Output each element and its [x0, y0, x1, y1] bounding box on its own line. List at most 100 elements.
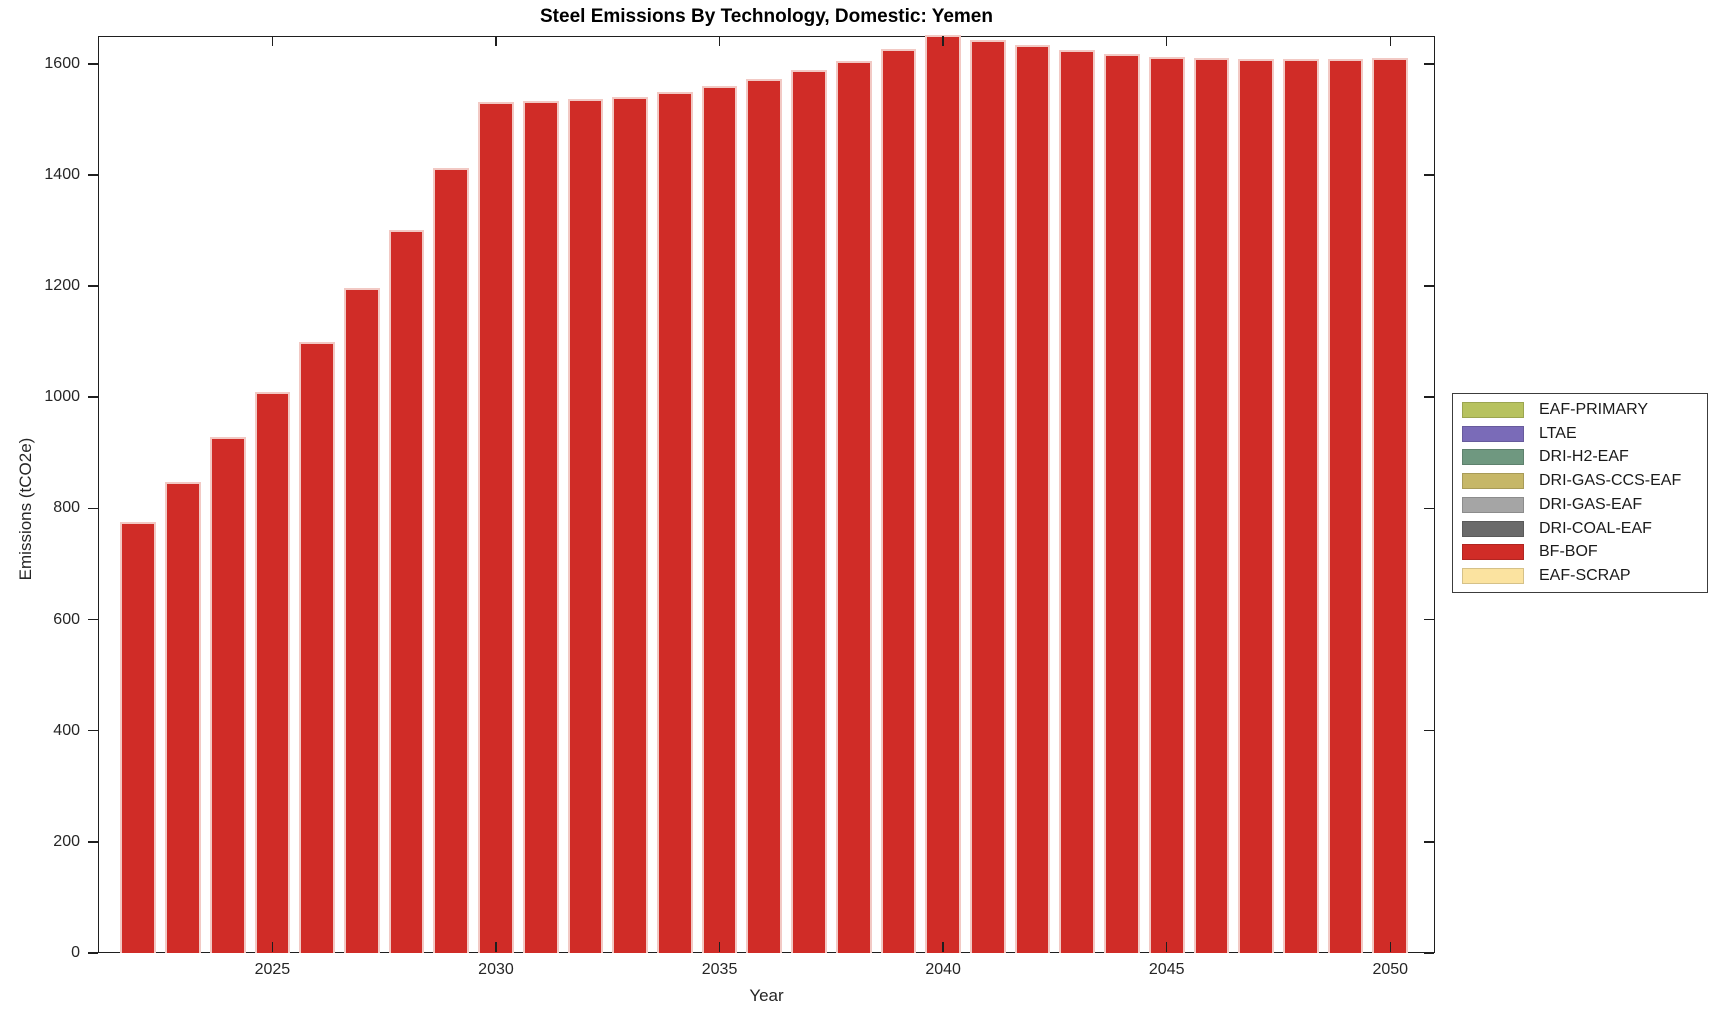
legend-item-bf-bof: BF-BOF [1462, 540, 1707, 564]
y-tick-label-1400: 1400 [44, 165, 80, 183]
legend-label: DRI-COAL-EAF [1539, 519, 1652, 537]
legend-swatch-bf-bof [1462, 544, 1524, 561]
bar-bf-bof-2037 [791, 70, 827, 953]
legend-label: DRI-H2-EAF [1539, 448, 1629, 466]
y-tick-label-0: 0 [71, 944, 80, 961]
legend: EAF-PRIMARY LTAE DRI-H2-EAF DRI-GAS-CCS-EAF… [1452, 393, 1708, 593]
bar-bf-bof-2040 [925, 34, 961, 953]
y-tick-mark-right [1423, 285, 1434, 287]
y-tick-mark-right [1423, 63, 1434, 65]
plot-area [98, 34, 1435, 953]
legend-label: EAF-SCRAP [1539, 566, 1631, 584]
legend-swatch-dri-coal-eaf [1462, 520, 1524, 537]
y-tick-mark-left [88, 285, 98, 287]
bar-bf-bof-2048 [1282, 59, 1319, 953]
y-tick-mark-right [1423, 396, 1434, 398]
y-tick-mark-right [1423, 841, 1434, 843]
legend-item-dri-gas-ccs-eaf: DRI-GAS-CCS-EAF [1462, 469, 1707, 493]
bar-bf-bof-2045 [1148, 56, 1185, 953]
x-tick-mark-bottom [495, 941, 497, 952]
x-tick-label-2030: 2030 [478, 961, 514, 978]
bar-bf-bof-2035 [701, 86, 738, 953]
x-tick-mark-bottom [942, 941, 944, 952]
x-tick-mark-bottom [1389, 941, 1392, 952]
y-tick-mark-left [88, 618, 98, 621]
bar-bf-bof-2024 [209, 437, 246, 953]
legend-swatch-eaf-scrap [1462, 567, 1524, 584]
bar-bf-bof-2032 [567, 99, 604, 953]
bar-bf-bof-2047 [1238, 58, 1275, 953]
x-tick-mark-bottom [1165, 941, 1168, 952]
legend-item-eaf-scrap: EAF-SCRAP [1462, 564, 1707, 588]
bar-bf-bof-2042 [1014, 45, 1051, 953]
legend-swatch-ltae [1462, 425, 1524, 442]
x-axis-label: Year [749, 986, 784, 1005]
legend-item-dri-gas-eaf: DRI-GAS-EAF [1462, 493, 1707, 517]
bar-bf-bof-2034 [656, 92, 693, 953]
legend-item-dri-h2-eaf: DRI-H2-EAF [1462, 446, 1707, 470]
x-tick-mark-top [1165, 36, 1168, 46]
bar-bf-bof-2050 [1372, 58, 1409, 953]
y-tick-label-1000: 1000 [44, 388, 80, 406]
y-tick-label-400: 400 [53, 721, 80, 739]
legend-item-ltae: LTAE [1462, 422, 1707, 446]
bar-bf-bof-2041 [969, 39, 1006, 953]
y-tick-mark-left [88, 396, 98, 398]
x-tick-mark-bottom [271, 941, 274, 952]
y-tick-mark-right [1423, 729, 1434, 732]
y-tick-mark-right [1423, 174, 1434, 176]
legend-item-eaf-primary: EAF-PRIMARY [1462, 398, 1707, 422]
bar-bf-bof-2044 [1104, 53, 1140, 953]
y-tick-mark-left [88, 174, 98, 176]
y-tick-mark-left [88, 63, 98, 65]
bar-bf-bof-2038 [835, 61, 872, 953]
x-tick-label-2045: 2045 [1148, 961, 1185, 978]
bar-bf-bof-2023 [165, 481, 201, 953]
y-tick-label-600: 600 [53, 610, 80, 628]
legend-swatch-eaf-primary [1462, 402, 1524, 419]
y-tick-mark-left [88, 729, 98, 732]
bar-bf-bof-2031 [522, 101, 559, 953]
bar-bf-bof-2027 [343, 287, 380, 953]
bar-bf-bof-2022 [120, 522, 157, 953]
x-tick-label-2035: 2035 [701, 961, 738, 978]
legend-label: EAF-PRIMARY [1539, 401, 1649, 419]
y-tick-label-1200: 1200 [44, 277, 80, 295]
y-tick-mark-left [88, 507, 98, 510]
bar-bf-bof-2028 [388, 229, 425, 953]
bar-bf-bof-2029 [433, 167, 470, 953]
legend-swatch-dri-gas-ccs-eaf [1462, 473, 1524, 490]
x-tick-label-2040: 2040 [925, 961, 961, 978]
x-tick-mark-bottom [718, 941, 721, 952]
x-tick-mark-top [495, 36, 497, 46]
y-tick-mark-left [88, 841, 98, 843]
y-tick-mark-left [88, 952, 98, 954]
bar-bf-bof-2036 [746, 78, 783, 953]
x-tick-label-2025: 2025 [254, 961, 291, 978]
y-tick-label-1600: 1600 [44, 54, 80, 72]
bar-bf-bof-2033 [612, 96, 648, 953]
bar-bf-bof-2030 [478, 102, 514, 953]
y-tick-mark-right [1423, 618, 1434, 621]
legend-label: BF-BOF [1539, 543, 1598, 561]
x-tick-mark-top [271, 36, 274, 46]
legend-label: LTAE [1539, 424, 1577, 442]
x-tick-mark-top [942, 36, 944, 46]
legend-swatch-dri-h2-eaf [1462, 449, 1524, 466]
legend-label: DRI-GAS-CCS-EAF [1539, 472, 1682, 490]
x-tick-mark-top [1389, 36, 1392, 46]
bar-bf-bof-2049 [1327, 58, 1364, 953]
bar-bf-bof-2026 [299, 341, 335, 953]
y-tick-mark-right [1423, 507, 1434, 510]
bar-bf-bof-2025 [254, 391, 291, 953]
legend-swatch-dri-gas-eaf [1462, 496, 1524, 513]
x-tick-mark-top [718, 36, 721, 46]
legend-label: DRI-GAS-EAF [1539, 495, 1643, 513]
bar-bf-bof-2039 [880, 48, 917, 953]
x-tick-label-2050: 2050 [1372, 961, 1409, 978]
y-tick-mark-right [1423, 952, 1434, 954]
legend-item-dri-coal-eaf: DRI-COAL-EAF [1462, 517, 1707, 541]
y-tick-label-200: 200 [53, 832, 80, 850]
chart-title: Steel Emissions By Technology, Domestic:… [540, 6, 993, 27]
